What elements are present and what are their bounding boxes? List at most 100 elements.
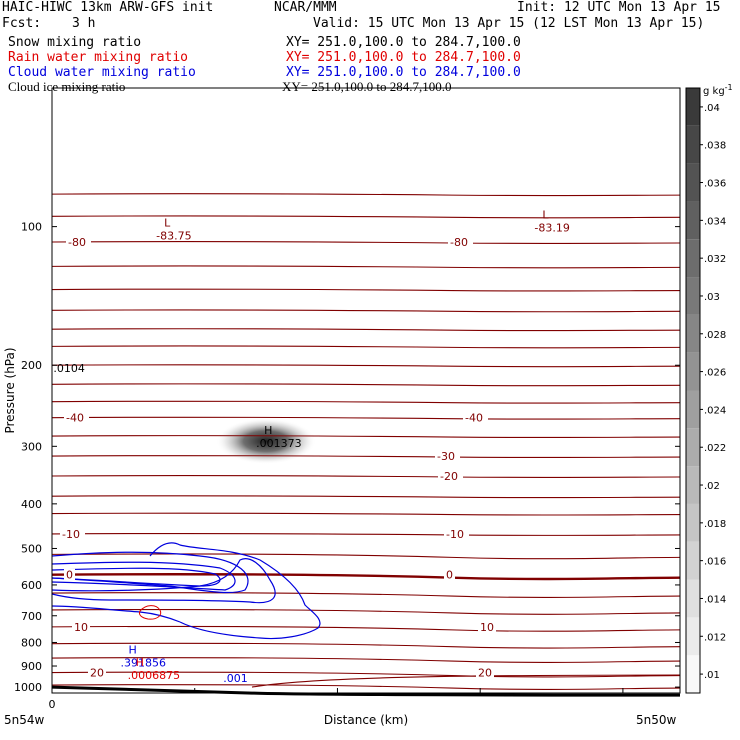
- cloud-ice-shading: [216, 418, 317, 465]
- colorbar-swatch: [686, 201, 700, 240]
- extremum-value: .0006875: [128, 669, 180, 682]
- cloud-water-contour: [51, 551, 249, 594]
- temperature-contour: [51, 265, 681, 269]
- contour-label-bg: [444, 568, 455, 581]
- contour-label-bg: [438, 469, 463, 482]
- colorbar-tick-label: .034: [704, 216, 726, 227]
- x-left-end-label: 5n54w: [4, 713, 45, 727]
- forecast-label: Fcst:: [2, 16, 42, 31]
- colorbar-tick-label: .038: [704, 141, 726, 152]
- colorbar-swatch: [686, 163, 700, 202]
- temperature-contour: [51, 609, 681, 615]
- contour-label-left: 10: [74, 621, 88, 634]
- y-tick-label: 100: [21, 221, 42, 234]
- y-tick-label: 300: [21, 440, 42, 453]
- contour-label-bg: [64, 411, 89, 424]
- x-tick-label: 0: [49, 698, 56, 711]
- temperature-contour: [51, 241, 681, 245]
- colorbar-frame: [685, 87, 701, 694]
- contour-label-left: 0: [66, 569, 73, 582]
- temperature-contour: [51, 684, 681, 690]
- contour-label-right: 20: [478, 667, 492, 680]
- extremum-marker: L: [164, 217, 171, 230]
- terrain-line: [51, 685, 681, 697]
- temperature-contour: [51, 592, 681, 598]
- colorbar-tick-label: .032: [704, 254, 726, 265]
- contour-label-left: -10: [62, 528, 80, 541]
- contour-label-bg: [88, 666, 106, 679]
- contour-label-bg: [444, 527, 469, 540]
- field-name-cloud-ice: Cloud ice mixing ratio: [8, 79, 126, 94]
- field-name-rain: Rain water mixing ratio: [8, 50, 189, 65]
- contour-label-right: -80: [450, 236, 468, 249]
- x-axis-title: Distance (km): [324, 713, 408, 727]
- contour-label-left: 20: [90, 667, 104, 680]
- extremum-marker: H: [136, 656, 144, 669]
- field-name-cloud-water: Cloud water mixing ratio: [8, 65, 196, 80]
- temperature-contour: [51, 573, 681, 581]
- plot-frame: [51, 87, 681, 694]
- extremum-value: -83.19: [534, 222, 569, 235]
- model-title: HAIC-HIWC 13km ARW-GFS init: [2, 0, 214, 15]
- temperature-contour: [51, 364, 681, 368]
- colorbar-swatch: [686, 466, 700, 504]
- cloud-water-contour: [51, 561, 236, 591]
- temperature-contour: [51, 288, 681, 292]
- contour-label-right: -30: [437, 450, 455, 463]
- temperature-contour: [51, 328, 681, 332]
- field-xy-snow: XY= 251.0,100.0 to 284.7,100.0: [286, 35, 521, 50]
- temperature-contour: [51, 553, 681, 560]
- extremum-value: -83.75: [156, 230, 191, 243]
- field-xy-cloud-water: XY= 251.0,100.0 to 284.7,100.0: [286, 65, 521, 80]
- y-tick-label: 700: [21, 610, 42, 623]
- cloud-water-contour: [51, 567, 221, 587]
- colorbar-swatch: [686, 88, 700, 126]
- colorbar-tick-label: .02: [704, 481, 720, 492]
- temperature-contour: [51, 193, 681, 197]
- init-time: Init: 12 UTC Mon 13 Apr 15: [517, 0, 721, 15]
- temperature-contour: [51, 475, 681, 478]
- contour-value-label: .001: [223, 672, 248, 685]
- contour-label-bg: [435, 450, 460, 463]
- colorbar-swatch: [686, 579, 700, 618]
- extremum-value: .001373: [256, 437, 302, 450]
- colorbar-tick-label: .024: [704, 405, 726, 416]
- temperature-contour: [51, 532, 681, 536]
- colorbar-tick-label: .03: [704, 292, 720, 303]
- colorbar-tick-label: .01: [704, 670, 720, 681]
- colorbar-swatch: [686, 655, 700, 693]
- contour-label-left: -80: [68, 236, 86, 249]
- contour-label-right: 0: [446, 569, 453, 582]
- contour-label-right: -20: [440, 470, 458, 483]
- temperature-contour: [51, 671, 681, 678]
- y-tick-label: 900: [21, 660, 42, 673]
- field-name-snow: Snow mixing ratio: [8, 35, 142, 50]
- temperature-contour: [51, 416, 681, 420]
- temperature-contour: [51, 495, 681, 499]
- y-tick-label: 600: [21, 579, 42, 592]
- colorbar-tick-label: .016: [704, 557, 726, 568]
- colorbar-tick-label: .022: [704, 443, 726, 454]
- colorbar-swatch: [686, 239, 700, 278]
- colorbar-swatch: [686, 352, 700, 391]
- contour-label-bg: [476, 666, 494, 679]
- y-tick-label: 400: [21, 498, 42, 511]
- contour-label-left: -40: [66, 412, 84, 425]
- contour-label-bg: [72, 620, 90, 633]
- temperature-contour: [51, 345, 681, 349]
- extremum-marker: H: [129, 643, 137, 656]
- contour-label-bg: [478, 620, 496, 633]
- extremum-marker: H: [264, 424, 272, 437]
- colorbar-unit-exponent: -1: [725, 83, 733, 92]
- temperature-contour: [51, 309, 681, 313]
- colorbar-swatch: [686, 390, 700, 429]
- colorbar-tick-label: .028: [704, 330, 726, 341]
- contour-label-bg: [448, 236, 473, 249]
- colorbar-tick-label: .026: [704, 368, 726, 379]
- y-tick-label: 200: [21, 359, 42, 372]
- colorbar-tick-label: .014: [704, 594, 726, 605]
- colorbar-swatch: [686, 503, 700, 542]
- colorbar-swatch: [686, 277, 700, 315]
- y-axis-title: Pressure (hPa): [3, 347, 17, 433]
